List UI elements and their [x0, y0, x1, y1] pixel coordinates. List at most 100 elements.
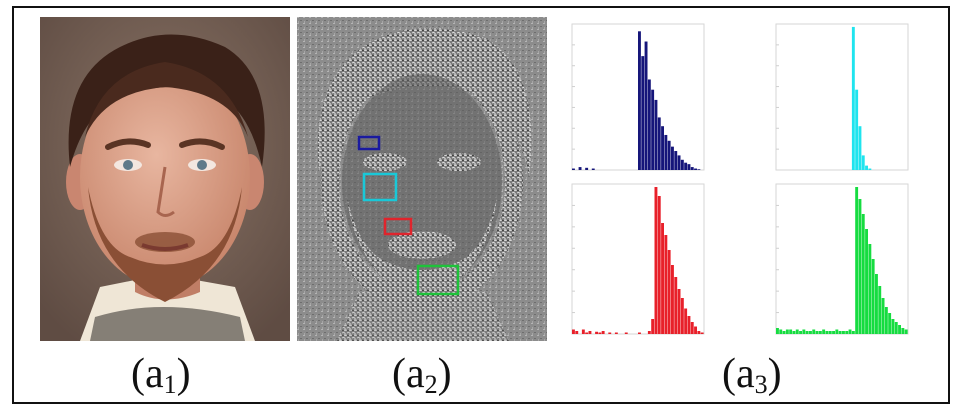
histogram-bar	[851, 331, 855, 334]
histogram-bar	[858, 199, 862, 334]
histogram-bar	[575, 331, 579, 334]
histogram-bar	[779, 329, 783, 334]
histogram-bar	[799, 331, 802, 334]
histogram-bar	[776, 328, 779, 334]
histogram-bar	[667, 140, 671, 170]
histogram-bar	[677, 155, 681, 170]
forehead-region-box	[357, 135, 381, 151]
histogram-bar	[601, 331, 605, 334]
histogram-bar	[671, 265, 674, 334]
histogram-bar	[657, 196, 661, 334]
histogram-bar	[694, 168, 697, 170]
histogram-bar	[795, 329, 799, 334]
histogram-bar	[641, 56, 645, 171]
histogram-bar	[802, 329, 806, 334]
histogram-bar	[855, 89, 859, 170]
histogram-bar	[818, 331, 822, 334]
histogram-bar	[865, 165, 868, 170]
histogram-bar	[697, 331, 701, 334]
histogram-bar	[894, 322, 898, 334]
histogram-bar	[667, 250, 671, 334]
histogram-bar	[812, 329, 816, 334]
histogram-bar	[888, 313, 892, 334]
histogram-bar	[858, 126, 862, 170]
face-photo-drawing	[40, 17, 290, 341]
histogram-bar	[861, 214, 865, 334]
histogram-bar	[647, 331, 651, 334]
histogram-bar	[898, 325, 901, 334]
histogram-bar	[700, 332, 704, 334]
histogram-bar	[809, 331, 812, 334]
face-photo	[40, 17, 290, 341]
histogram-bar	[654, 187, 658, 334]
texture-map-drawing	[297, 17, 547, 341]
histogram-bar	[851, 26, 855, 171]
histogram-red	[568, 180, 728, 340]
histogram-bar	[687, 316, 691, 334]
histogram-axes	[775, 23, 909, 171]
caption-a1: (a1)	[131, 351, 191, 399]
histogram-bar	[581, 329, 585, 334]
histogram-bar	[680, 298, 684, 334]
histogram-bar	[588, 331, 592, 334]
histogram-bar	[638, 332, 641, 334]
histogram-bar	[608, 332, 612, 334]
histogram-green	[772, 180, 932, 340]
histogram-bar	[680, 159, 684, 170]
histogram-bar	[585, 332, 589, 334]
histogram-blue	[568, 20, 728, 176]
histogram-bar	[595, 331, 598, 334]
histogram-bar	[815, 331, 819, 334]
histogram-bar	[684, 308, 688, 334]
caption-a2: (a2)	[392, 351, 452, 399]
caption-a3: (a3)	[722, 351, 782, 399]
histogram-bar	[789, 329, 793, 334]
histogram-bar	[614, 332, 618, 334]
histogram-bar	[694, 326, 697, 334]
histogram-bar	[861, 155, 865, 170]
histogram-bar	[690, 167, 694, 170]
histogram-bar	[855, 187, 859, 334]
histogram-bar	[891, 319, 895, 334]
histogram-bar	[690, 322, 694, 334]
histogram-bar	[664, 235, 668, 334]
histogram-bar	[578, 167, 582, 170]
texture-map	[297, 17, 547, 341]
histogram-bar	[871, 259, 875, 334]
histogram-bar	[674, 277, 678, 334]
histogram-bar	[671, 146, 674, 170]
histogram-bar	[878, 286, 882, 334]
histogram-cyan	[772, 20, 932, 176]
histogram-bar	[697, 169, 701, 170]
histogram-bar	[661, 223, 664, 334]
histogram-bar	[835, 329, 839, 334]
histogram-bar	[782, 331, 786, 334]
histogram-bar	[842, 331, 845, 334]
histogram-bar	[904, 329, 908, 334]
histogram-bar	[687, 164, 691, 170]
histogram-bar	[868, 168, 872, 170]
histogram-bar	[644, 41, 648, 170]
histogram-bar	[822, 329, 826, 334]
histogram-bar	[651, 89, 655, 170]
histogram-bar	[638, 31, 641, 170]
histogram-bar	[832, 331, 835, 334]
histogram-bar	[598, 332, 602, 334]
histogram-bar	[664, 134, 668, 170]
histogram-bar	[881, 298, 885, 334]
histogram-axes	[775, 183, 909, 335]
histogram-bar	[845, 331, 849, 334]
histogram-bar	[838, 331, 842, 334]
histogram-bar	[661, 126, 664, 170]
histogram-bar	[624, 332, 628, 334]
histogram-bar	[848, 329, 852, 334]
histogram-bar	[865, 229, 868, 334]
histogram-bar	[825, 331, 829, 334]
histogram-bar	[677, 289, 681, 334]
histogram-bar	[674, 151, 678, 170]
histogram-bar	[654, 99, 658, 170]
histogram-bar	[647, 79, 651, 170]
histogram-bar	[572, 168, 575, 170]
histogram-bar	[585, 167, 589, 170]
histogram-bar	[591, 168, 595, 170]
